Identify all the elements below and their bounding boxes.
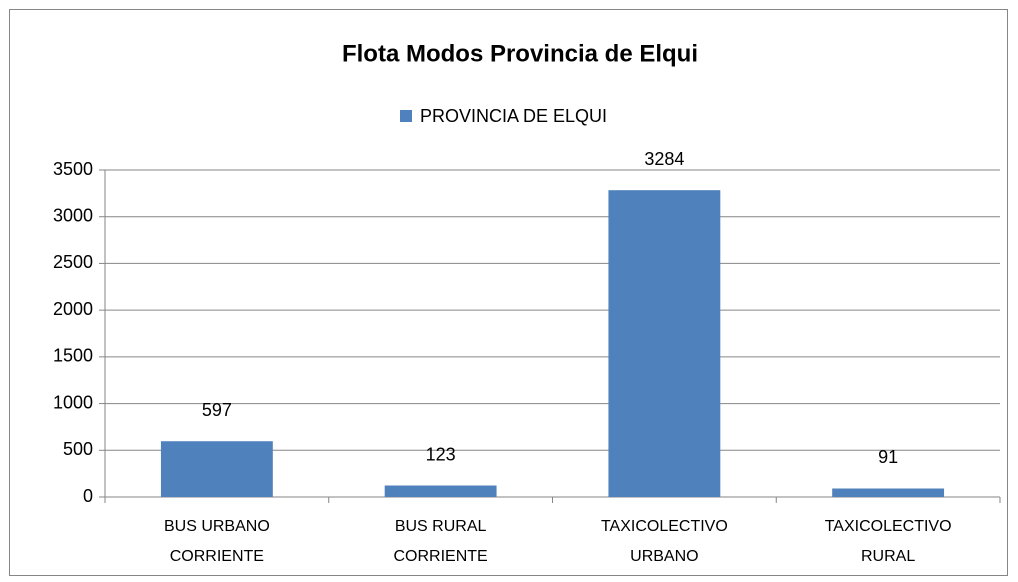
bar xyxy=(160,441,273,497)
legend-swatch xyxy=(400,110,412,122)
y-tick-label: 1500 xyxy=(53,346,93,366)
chart-title: Flota Modos Provincia de Elqui xyxy=(342,40,698,67)
y-tick-label: 3500 xyxy=(53,159,93,179)
y-tick-label: 2000 xyxy=(53,299,93,319)
x-tick-label: TAXICOLECTIVO URBANO xyxy=(601,518,728,565)
bar xyxy=(832,488,945,497)
y-tick-label: 0 xyxy=(83,486,93,506)
x-tick-label: TAXICOLECTIVO RURAL xyxy=(825,518,952,565)
data-label: 91 xyxy=(878,447,898,467)
y-tick-label: 500 xyxy=(63,439,93,459)
legend-label: PROVINCIA DE ELQUI xyxy=(420,106,607,126)
y-tick-label: 3000 xyxy=(53,205,93,225)
data-label: 123 xyxy=(426,444,456,464)
x-tick-label: BUS RURAL CORRIENTE xyxy=(394,518,488,565)
x-tick-label: BUS URBANO CORRIENTE xyxy=(164,518,270,565)
bar xyxy=(608,190,721,497)
data-label: 597 xyxy=(202,400,232,420)
y-tick-label: 1000 xyxy=(53,392,93,412)
data-label: 3284 xyxy=(644,149,684,169)
bar xyxy=(384,485,497,497)
y-tick-label: 2500 xyxy=(53,252,93,272)
